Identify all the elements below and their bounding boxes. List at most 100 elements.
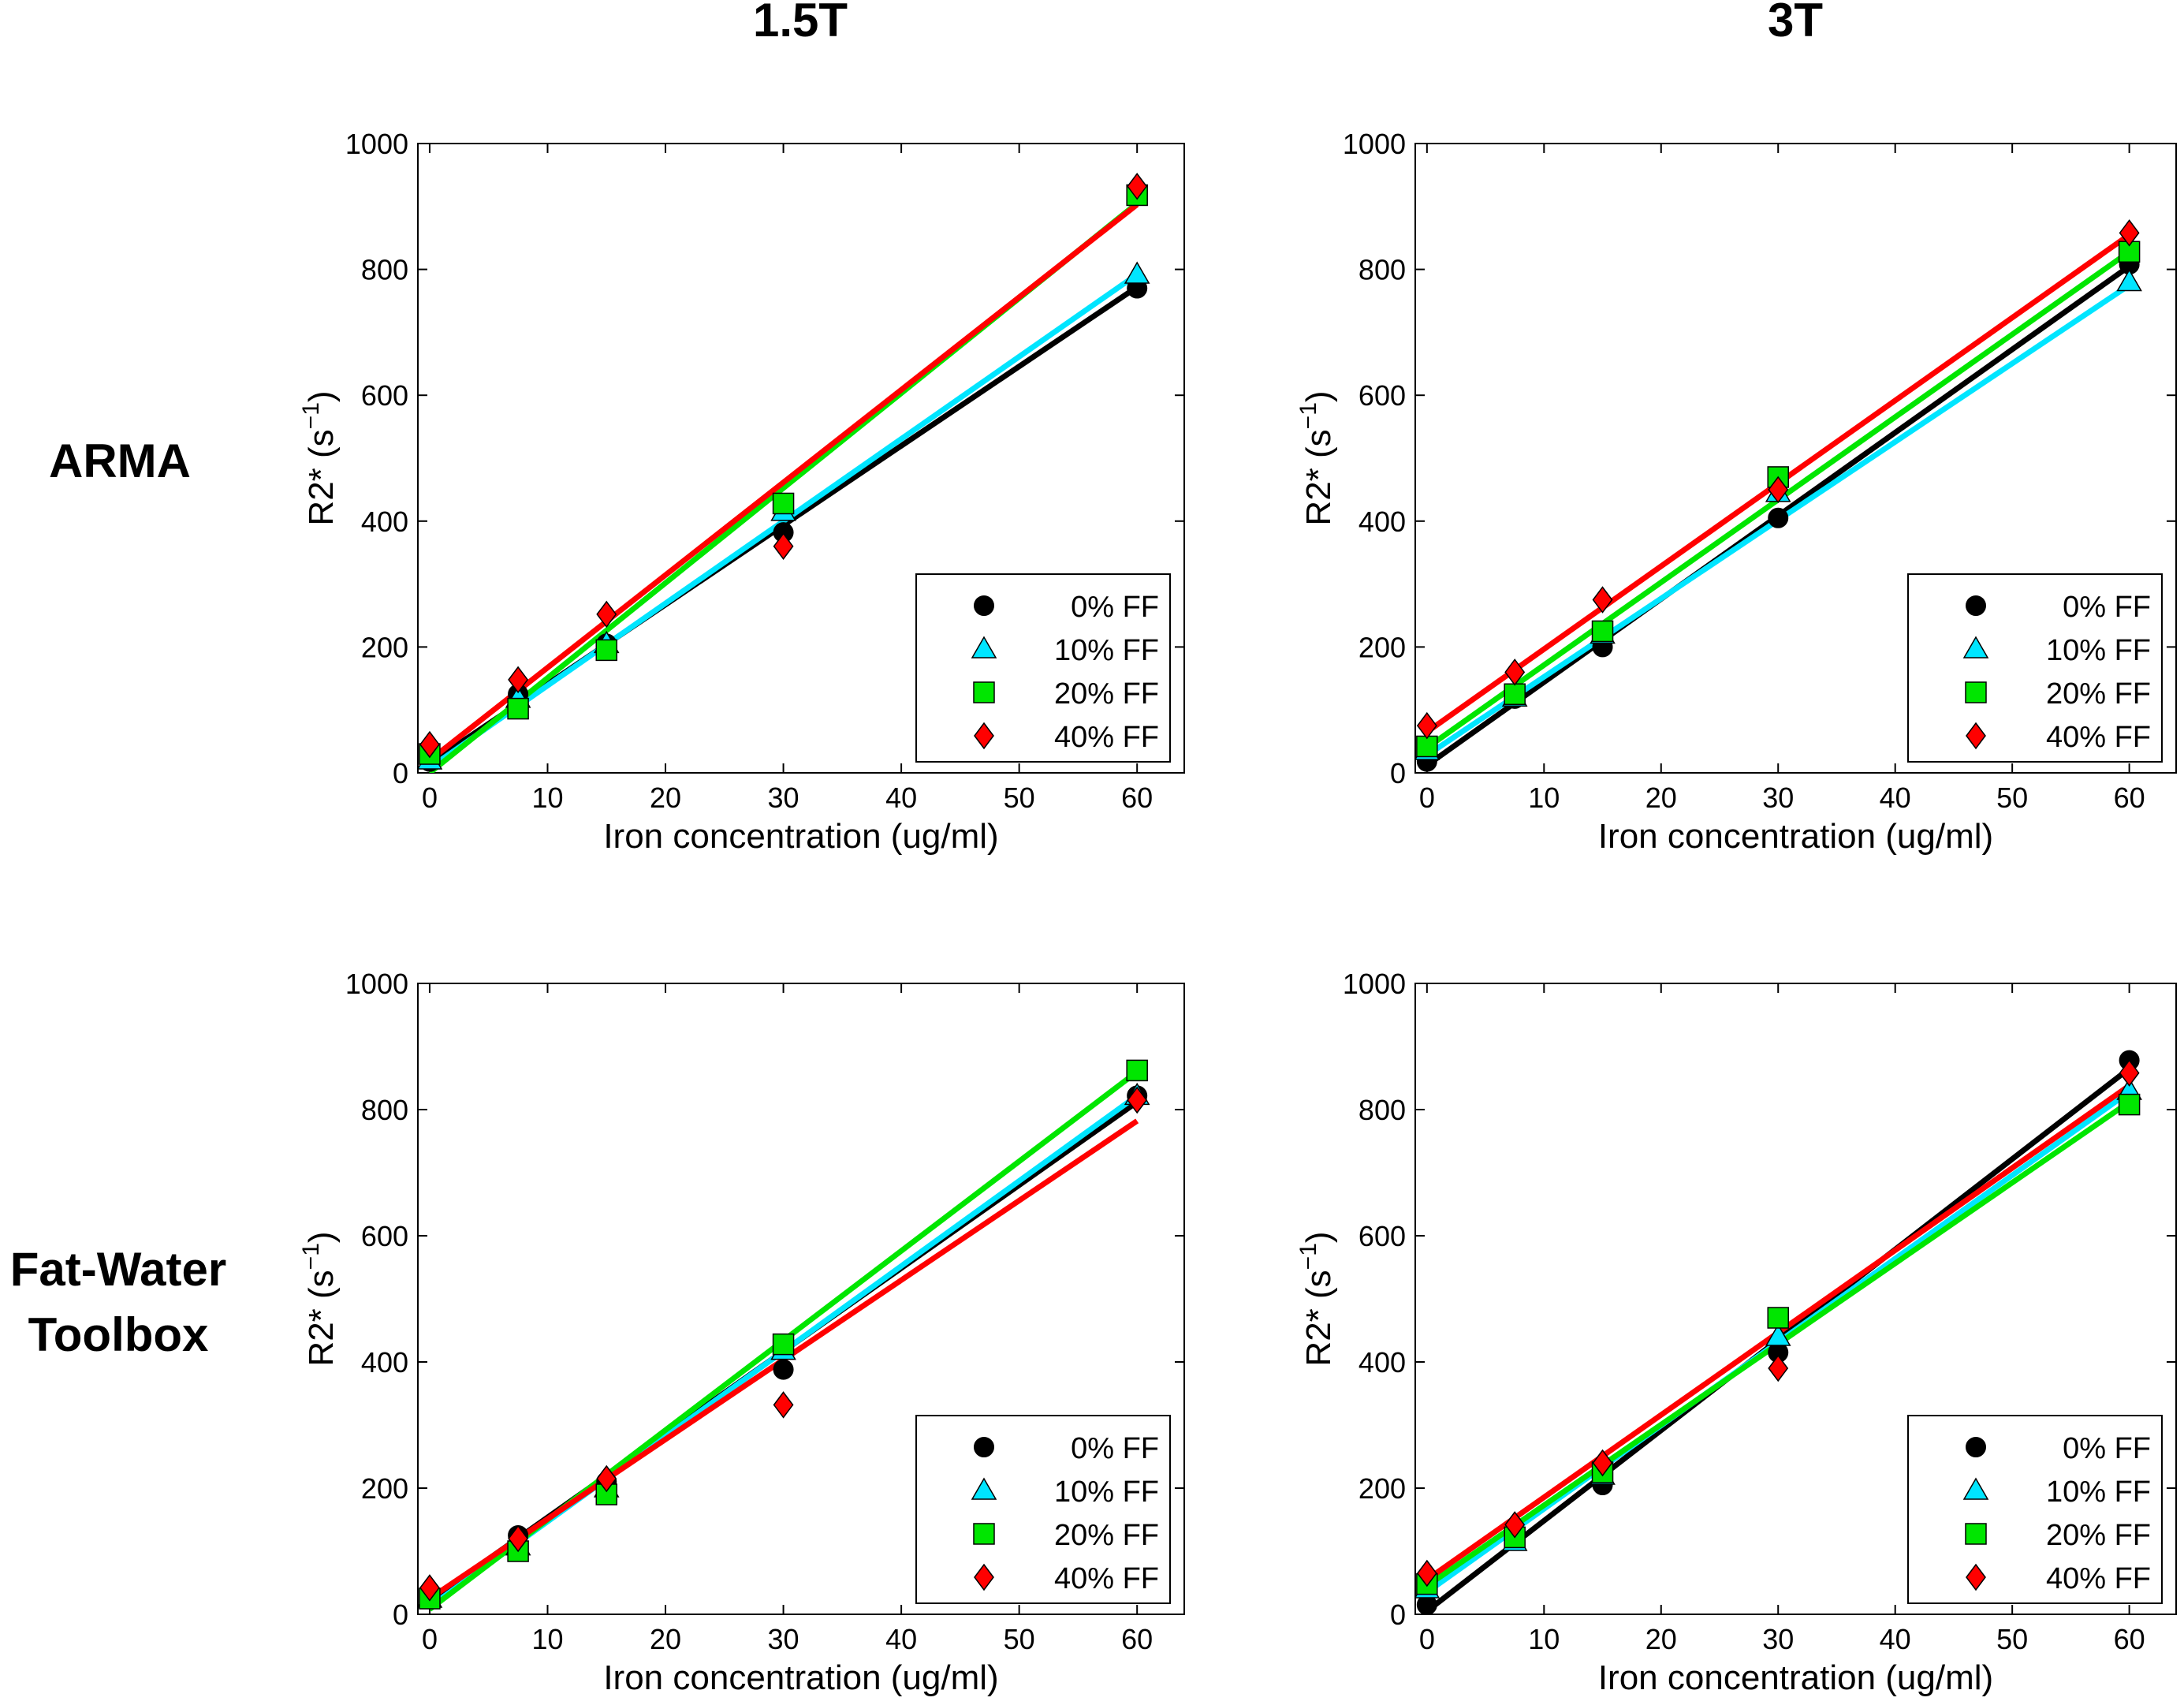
legend-label-0-ff: 0% FF — [2063, 591, 2151, 624]
x-tick-label: 20 — [1645, 782, 1677, 814]
data-point-20-ff — [595, 639, 618, 662]
x-tick-label: 10 — [1528, 1623, 1560, 1655]
legend-marker-10-ff — [1962, 1477, 1989, 1500]
data-point-20-ff — [2118, 1093, 2141, 1116]
data-point-40-ff — [419, 1574, 440, 1602]
x-tick-label: 60 — [2114, 1623, 2145, 1655]
data-point-20-ff — [1504, 683, 1526, 705]
y-axis-label: R2* (s−1) — [298, 1231, 341, 1366]
legend-marker-10-ff — [971, 636, 997, 658]
x-tick-label: 10 — [531, 1623, 563, 1655]
x-tick-label: 60 — [2114, 782, 2145, 814]
y-tick-label: 600 — [361, 379, 408, 412]
legend-label-10-ff: 10% FF — [1054, 1476, 1159, 1509]
x-tick-label: 60 — [1121, 782, 1153, 814]
data-point-20-ff — [1767, 1307, 1789, 1329]
y-tick-label: 200 — [1358, 631, 1406, 663]
y-tick-label: 1000 — [345, 968, 408, 1000]
y-axis-label-superscript: −1 — [298, 1243, 324, 1270]
legend-marker-0-ff — [974, 595, 994, 616]
y-axis-label-superscript: −1 — [1295, 402, 1321, 429]
y-axis-label: R2* (s−1) — [298, 390, 341, 525]
y-axis-label-tail: ) — [1299, 390, 1338, 402]
y-tick-label: 1000 — [1343, 128, 1406, 160]
x-tick-label: 30 — [768, 782, 799, 814]
data-point-40-ff — [773, 1391, 794, 1419]
data-point-40-ff — [419, 730, 440, 759]
legend-label-0-ff: 0% FF — [1071, 1432, 1159, 1465]
legend-marker-10-ff — [1962, 636, 1989, 658]
legend-box — [1907, 573, 2163, 763]
fit-line-40-ff — [427, 202, 1139, 763]
fit-line-10-ff — [427, 272, 1139, 770]
x-tick-label: 40 — [885, 782, 917, 814]
x-axis-label: Iron concentration (ug/ml) — [603, 1658, 998, 1697]
y-axis-label-tail: ) — [302, 390, 341, 402]
x-axis-label: Iron concentration (ug/ml) — [1598, 1658, 1993, 1697]
y-axis-label-tail: ) — [302, 1231, 341, 1243]
legend-marker-40-ff — [1966, 722, 1986, 750]
data-point-0-ff — [773, 1359, 794, 1380]
plot-data — [1415, 1050, 2142, 1614]
x-tick-label: 40 — [885, 1623, 917, 1655]
data-point-10-ff — [2116, 269, 2142, 292]
legend-marker-20-ff — [1965, 1523, 1987, 1545]
data-point-40-ff — [508, 666, 529, 694]
legend-label-20-ff: 20% FF — [2046, 1519, 2151, 1552]
legend-box — [915, 1415, 1171, 1604]
legend-label-0-ff: 0% FF — [2063, 1432, 2151, 1465]
x-tick-label: 0 — [1419, 1623, 1435, 1655]
x-tick-label: 20 — [1645, 1623, 1677, 1655]
x-tick-label: 40 — [1880, 1623, 1911, 1655]
data-point-40-ff — [2119, 1059, 2140, 1087]
x-tick-label: 20 — [650, 782, 681, 814]
data-point-20-ff — [507, 697, 529, 720]
legend-marker-10-ff — [971, 1477, 997, 1500]
y-tick-label: 800 — [1358, 1094, 1406, 1126]
legend-label-40-ff: 40% FF — [2046, 721, 2151, 754]
legend-label-40-ff: 40% FF — [2046, 1562, 2151, 1595]
legend-marker-20-ff — [1965, 681, 1987, 703]
data-point-20-ff — [772, 1333, 795, 1356]
data-point-20-ff — [1416, 735, 1438, 758]
column-title-3t: 3T — [1768, 0, 1823, 47]
data-point-40-ff — [1768, 1354, 1789, 1382]
legend-label-10-ff: 10% FF — [2046, 634, 2151, 667]
legend-label-20-ff: 20% FF — [1054, 677, 1159, 711]
legend-marker-0-ff — [1966, 1437, 1986, 1457]
plot-data — [1415, 219, 2142, 772]
x-tick-label: 50 — [1996, 1623, 2028, 1655]
data-point-20-ff — [772, 492, 795, 515]
y-tick-label: 600 — [1358, 1220, 1406, 1252]
x-tick-label: 50 — [1004, 782, 1035, 814]
legend-box — [915, 573, 1171, 763]
column-title-1-5t: 1.5T — [753, 0, 848, 47]
data-point-40-ff — [1504, 658, 1526, 686]
y-tick-label: 0 — [1390, 1599, 1406, 1631]
y-axis-label-main: R2* (s — [1299, 1270, 1338, 1366]
y-tick-label: 400 — [1358, 1346, 1406, 1379]
data-point-40-ff — [596, 1464, 617, 1493]
y-axis-label-main: R2* (s — [1299, 429, 1338, 525]
y-axis-label: R2* (s−1) — [1295, 390, 1338, 525]
data-point-40-ff — [773, 532, 794, 560]
y-tick-label: 0 — [1390, 757, 1406, 789]
legend-marker-40-ff — [974, 1563, 994, 1591]
x-tick-label: 0 — [422, 1623, 438, 1655]
y-tick-label: 800 — [1358, 254, 1406, 286]
x-axis-label: Iron concentration (ug/ml) — [1598, 817, 1993, 856]
y-tick-label: 600 — [1358, 379, 1406, 412]
data-point-40-ff — [1127, 1086, 1148, 1114]
legend-marker-20-ff — [973, 1523, 995, 1545]
x-tick-label: 10 — [531, 782, 563, 814]
y-tick-label: 400 — [361, 1346, 408, 1379]
data-point-20-ff — [1591, 620, 1614, 643]
legend-label-20-ff: 20% FF — [2046, 677, 2151, 711]
legend-label-0-ff: 0% FF — [1071, 591, 1159, 624]
data-point-20-ff — [1126, 1059, 1148, 1082]
plot-data — [418, 173, 1150, 773]
